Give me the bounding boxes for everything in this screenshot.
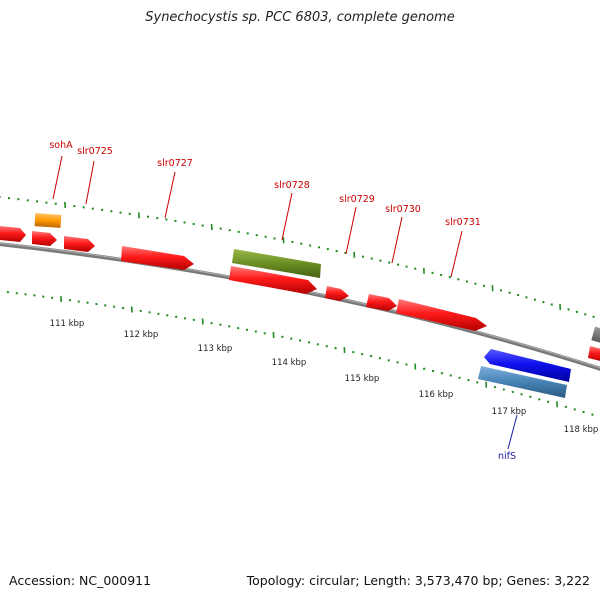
genome-summary-text: Topology: circular; Length: 3,573,470 bp…	[246, 573, 590, 588]
gene-label-slr0728[interactable]: slr0728	[274, 180, 310, 191]
scale-label-113kbp: 113 kbp	[198, 344, 233, 354]
gene-arrow-right-edge[interactable]	[588, 346, 600, 362]
slr0731-gene-arrow[interactable]	[396, 299, 487, 331]
map-title: Synechocystis sp. PCC 6803, complete gen…	[145, 10, 455, 25]
upper-tick-track	[0, 195, 595, 319]
slr0730-gene-arrow[interactable]	[366, 294, 397, 311]
gene-label-slr0731[interactable]: slr0731	[445, 217, 481, 228]
gene-label-sohA[interactable]: sohA	[49, 140, 73, 151]
accession-text: Accession: NC_000911	[9, 573, 152, 588]
gene-label-slr0727[interactable]: slr0727	[157, 158, 193, 169]
nifS-leader	[507, 414, 518, 450]
scale-label-114kbp: 114 kbp	[272, 358, 307, 368]
sohA-feature[interactable]	[34, 213, 62, 228]
gene-label-nifS[interactable]: nifS	[498, 451, 516, 462]
scale-label-112kbp: 112 kbp	[124, 330, 159, 340]
scale-label-118kbp: 118 kbp	[564, 425, 599, 435]
gene-arrow-left-edge[interactable]	[0, 226, 26, 242]
slr0729-gene-arrow[interactable]	[325, 286, 349, 301]
slr0728-gene-arrow[interactable]	[229, 266, 317, 294]
slr0728-feature[interactable]	[232, 249, 321, 278]
slr0725-gene-arrow[interactable]	[64, 236, 95, 252]
lower-tick-track	[0, 290, 594, 416]
slr0727-gene-arrow[interactable]	[121, 246, 194, 270]
scale-label-115kbp: 115 kbp	[345, 374, 380, 384]
gene-label-slr0730[interactable]: slr0730	[385, 204, 421, 215]
nifS-feature[interactable]	[478, 366, 567, 398]
reverse-gene-arrow[interactable]	[484, 349, 571, 382]
scale-label-117kbp: 117 kbp	[492, 407, 527, 417]
label-leaders	[52, 155, 463, 278]
gene-label-slr0725[interactable]: slr0725	[77, 146, 113, 157]
gray-feature-edge[interactable]	[591, 326, 600, 344]
scale-label-116kbp: 116 kbp	[419, 390, 454, 400]
gene-label-slr0729[interactable]: slr0729	[339, 194, 375, 205]
scale-label-111kbp: 111 kbp	[50, 319, 85, 329]
sohA-gene-arrow[interactable]	[32, 231, 57, 246]
